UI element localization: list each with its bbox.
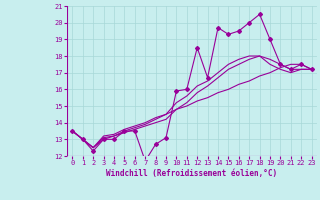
X-axis label: Windchill (Refroidissement éolien,°C): Windchill (Refroidissement éolien,°C) <box>107 169 277 178</box>
